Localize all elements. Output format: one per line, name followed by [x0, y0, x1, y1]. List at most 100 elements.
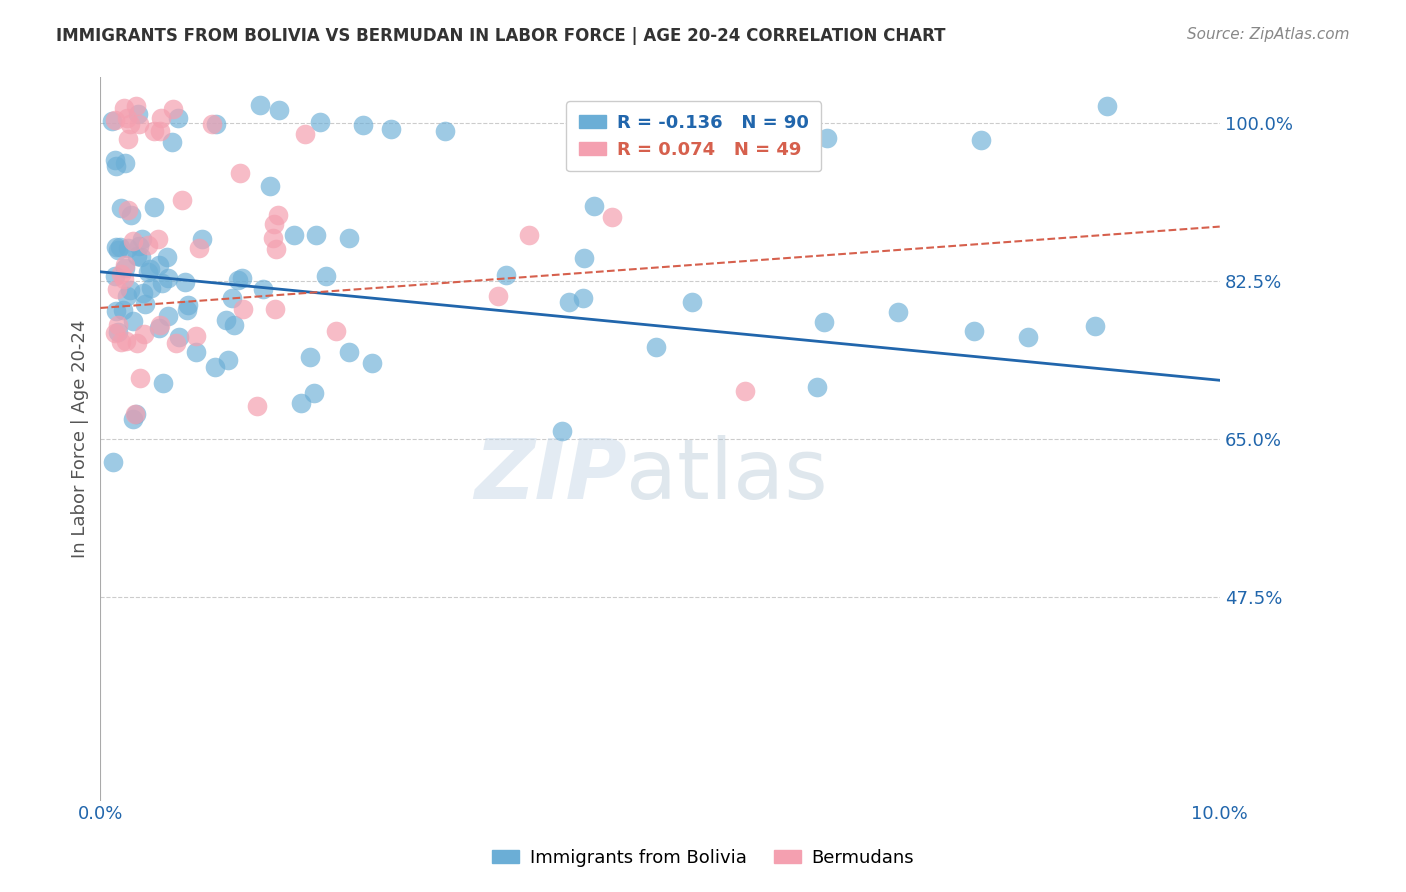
Text: ZIP: ZIP — [474, 434, 627, 516]
Point — [122, 411, 145, 425]
Point — [120, 208, 142, 222]
Point — [215, 313, 238, 327]
Point — [813, 315, 835, 329]
Point — [112, 272, 135, 286]
Point — [337, 231, 360, 245]
Point — [815, 131, 838, 145]
Point — [132, 285, 155, 300]
Point — [142, 123, 165, 137]
Point — [167, 330, 190, 344]
Point — [305, 227, 328, 242]
Legend: Immigrants from Bolivia, Bermudans: Immigrants from Bolivia, Bermudans — [485, 842, 921, 874]
Point — [104, 112, 127, 127]
Point — [125, 99, 148, 113]
Point — [184, 345, 207, 359]
Point — [156, 250, 179, 264]
Point — [152, 376, 174, 391]
Point — [226, 272, 249, 286]
Point — [157, 310, 180, 324]
Point — [681, 294, 703, 309]
Point — [117, 241, 139, 255]
Point — [122, 234, 145, 248]
Point — [107, 243, 129, 257]
Point — [129, 371, 152, 385]
Point — [127, 107, 149, 121]
Point — [136, 237, 159, 252]
Point — [222, 318, 245, 332]
Legend: R = -0.136   N = 90, R = 0.074   N = 49: R = -0.136 N = 90, R = 0.074 N = 49 — [567, 101, 821, 171]
Point — [110, 334, 132, 349]
Point — [264, 301, 287, 316]
Point — [110, 201, 132, 215]
Point — [114, 260, 136, 275]
Point — [105, 282, 128, 296]
Point — [600, 211, 623, 225]
Point — [267, 103, 290, 118]
Point — [117, 132, 139, 146]
Point — [101, 455, 124, 469]
Point — [124, 407, 146, 421]
Point — [299, 350, 322, 364]
Point — [162, 102, 184, 116]
Point — [217, 353, 239, 368]
Point — [204, 359, 226, 374]
Point — [252, 282, 274, 296]
Point — [150, 112, 173, 126]
Point — [104, 303, 127, 318]
Point — [249, 98, 271, 112]
Text: IMMIGRANTS FROM BOLIVIA VS BERMUDAN IN LABOR FORCE | AGE 20-24 CORRELATION CHART: IMMIGRANTS FROM BOLIVIA VS BERMUDAN IN L… — [56, 27, 946, 45]
Point — [167, 111, 190, 125]
Point — [264, 242, 287, 256]
Point — [970, 133, 993, 147]
Point — [558, 295, 581, 310]
Point — [519, 228, 541, 243]
Point — [232, 301, 254, 316]
Point — [262, 230, 284, 244]
Point — [283, 228, 305, 243]
Point — [586, 105, 609, 120]
Point — [229, 166, 252, 180]
Point — [110, 267, 132, 281]
Point — [107, 325, 129, 339]
Point — [114, 258, 136, 272]
Point — [246, 399, 269, 413]
Point — [352, 118, 374, 132]
Point — [117, 289, 139, 303]
Point — [143, 200, 166, 214]
Point — [263, 217, 285, 231]
Point — [138, 265, 160, 279]
Point — [149, 124, 172, 138]
Point — [433, 124, 456, 138]
Point — [495, 268, 517, 283]
Point — [325, 325, 347, 339]
Point — [139, 281, 162, 295]
Point — [571, 152, 593, 166]
Point — [360, 356, 382, 370]
Point — [205, 117, 228, 131]
Point — [125, 249, 148, 263]
Point — [963, 325, 986, 339]
Point — [128, 117, 150, 131]
Point — [887, 304, 910, 318]
Point — [125, 407, 148, 421]
Point — [148, 232, 170, 246]
Point — [112, 101, 135, 115]
Point — [139, 262, 162, 277]
Point — [644, 340, 666, 354]
Text: Source: ZipAtlas.com: Source: ZipAtlas.com — [1187, 27, 1350, 42]
Point — [191, 232, 214, 246]
Point — [221, 291, 243, 305]
Point — [128, 239, 150, 253]
Point — [188, 241, 211, 255]
Y-axis label: In Labor Force | Age 20-24: In Labor Force | Age 20-24 — [72, 320, 89, 558]
Point — [101, 114, 124, 128]
Point — [148, 258, 170, 272]
Point — [290, 395, 312, 409]
Point — [104, 268, 127, 283]
Point — [104, 326, 127, 341]
Point — [129, 250, 152, 264]
Point — [117, 202, 139, 217]
Point — [108, 240, 131, 254]
Point — [486, 288, 509, 302]
Point — [582, 198, 605, 212]
